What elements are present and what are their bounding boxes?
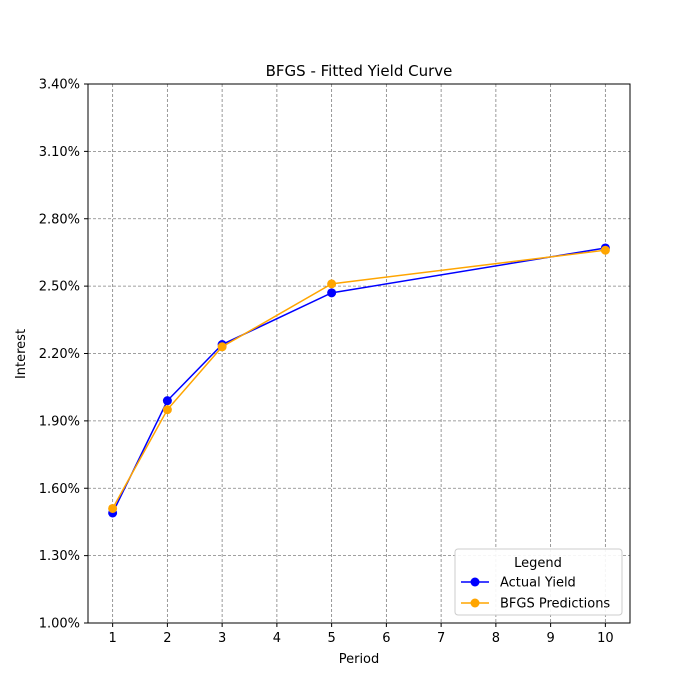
y-tick-label: 1.60%: [39, 482, 80, 497]
y-tick-label: 1.90%: [39, 414, 80, 429]
series: [108, 245, 610, 513]
legend-entry: BFGS Predictions: [461, 597, 610, 612]
x-tick-label: 8: [492, 631, 500, 646]
data-point: [600, 245, 610, 255]
legend-box: [454, 548, 623, 616]
x-tick-label: 7: [437, 631, 445, 646]
x-tick-label: 5: [327, 631, 335, 646]
legend-label: Actual Yield: [500, 576, 576, 591]
chart-title: BFGS - Fitted Yield Curve: [266, 62, 453, 80]
series-layer: [108, 243, 610, 518]
x-tick-label: 10: [597, 631, 614, 646]
x-tick-label: 1: [108, 631, 116, 646]
y-tick-label: 3.10%: [39, 145, 80, 160]
x-tick-label: 6: [382, 631, 390, 646]
data-point: [217, 342, 227, 352]
legend-items: Actual Yield BFGS Predictions: [461, 576, 610, 612]
y-axis: 1.00% 1.30% 1.60% 1.90% 2.20% 2.50% 2.80% 3.10%…: [39, 78, 88, 632]
x-axis-label: Period: [339, 652, 380, 667]
x-tick-label: 2: [163, 631, 171, 646]
data-point: [162, 405, 172, 415]
legend-title: Legend: [514, 556, 562, 571]
y-axis-label: Interest: [14, 329, 29, 379]
x-tick-label: 9: [546, 631, 554, 646]
data-point: [162, 396, 172, 406]
x-tick-label: 4: [273, 631, 281, 646]
legend: Legend Actual Yield BFGS Predictions: [454, 548, 623, 616]
y-tick-label: 3.40%: [39, 78, 80, 93]
y-tick-label: 2.20%: [39, 347, 80, 362]
data-point: [108, 503, 118, 513]
y-tick-label: 1.30%: [39, 549, 80, 564]
y-tick-label: 2.80%: [39, 212, 80, 227]
legend-marker: [470, 598, 480, 608]
legend-label: BFGS Predictions: [500, 597, 610, 612]
legend-marker: [470, 577, 480, 587]
legend-entry: Actual Yield: [461, 576, 576, 591]
y-tick-label: 1.00%: [39, 617, 80, 632]
data-point: [327, 279, 337, 289]
x-axis: 1 2 3 4 5 6 7 8 9 10: [108, 623, 614, 646]
x-tick-label: 3: [218, 631, 226, 646]
y-tick-label: 2.50%: [39, 280, 80, 295]
data-point: [327, 288, 337, 298]
